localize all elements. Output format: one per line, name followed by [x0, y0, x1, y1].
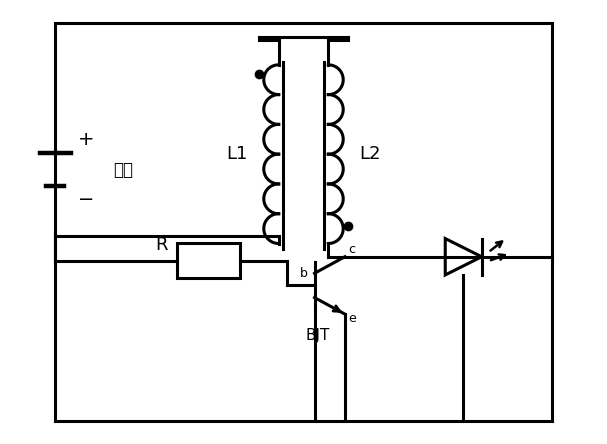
Text: L2: L2	[359, 145, 381, 163]
Text: −: −	[78, 190, 94, 210]
Text: R: R	[155, 236, 168, 254]
Text: L1: L1	[226, 145, 248, 163]
Text: c: c	[348, 242, 355, 256]
Bar	[177, 243, 240, 278]
Text: BJT: BJT	[305, 328, 330, 343]
Polygon shape	[446, 238, 481, 275]
Text: +: +	[78, 130, 94, 149]
Text: b: b	[300, 267, 308, 280]
Text: 电池: 电池	[114, 161, 133, 178]
Text: e: e	[348, 312, 356, 325]
